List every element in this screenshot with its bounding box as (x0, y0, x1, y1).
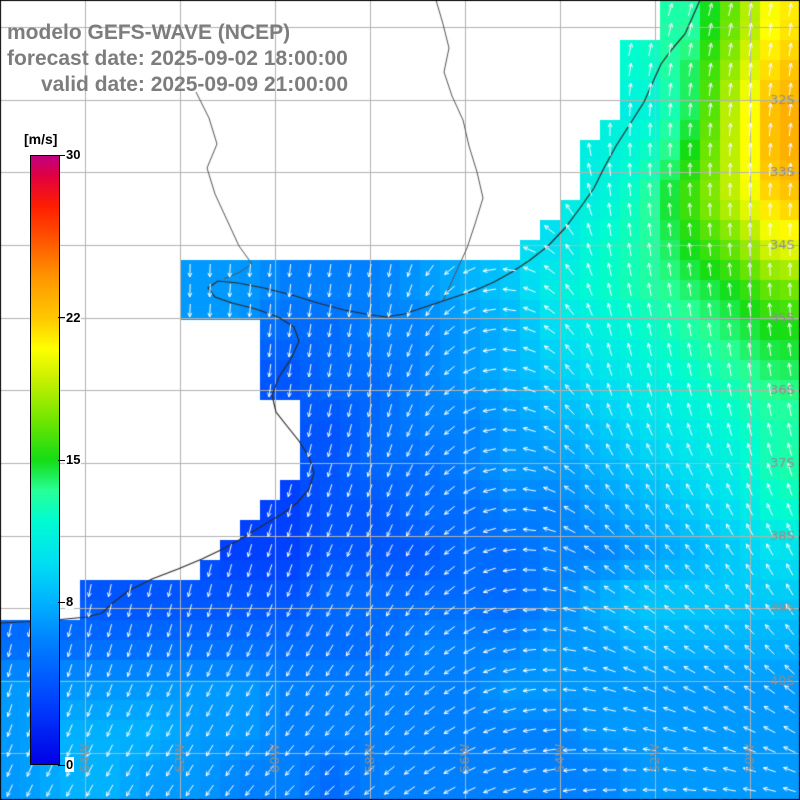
colorbar-unit-label: [m/s] (24, 131, 58, 147)
colorbar-tick-label: 22 (65, 309, 82, 325)
colorbar-tick-label: 30 (65, 147, 82, 162)
colorbar-tick-label: 8 (65, 594, 75, 610)
colorbar-tick-mark (58, 764, 65, 766)
colorbar-gradient (30, 155, 60, 765)
colorbar-tick-label: 0 (65, 757, 75, 772)
forecast-date-label: forecast date: 2025-09-02 18:00:00 (7, 47, 348, 70)
valid-date-label: valid date: 2025-09-09 21:00:00 (41, 73, 349, 96)
colorbar-tick-mark (58, 154, 65, 156)
colorbar-tick-mark (58, 601, 65, 603)
model-title: modelo GEFS-WAVE (NCEP) (7, 21, 291, 44)
colorbar-tick-mark (58, 317, 65, 319)
figure-header: modelo GEFS-WAVE (NCEP) forecast date: 2… (7, 20, 348, 98)
colorbar-tick-label: 15 (65, 452, 82, 467)
colorbar-tick-mark (58, 459, 65, 461)
